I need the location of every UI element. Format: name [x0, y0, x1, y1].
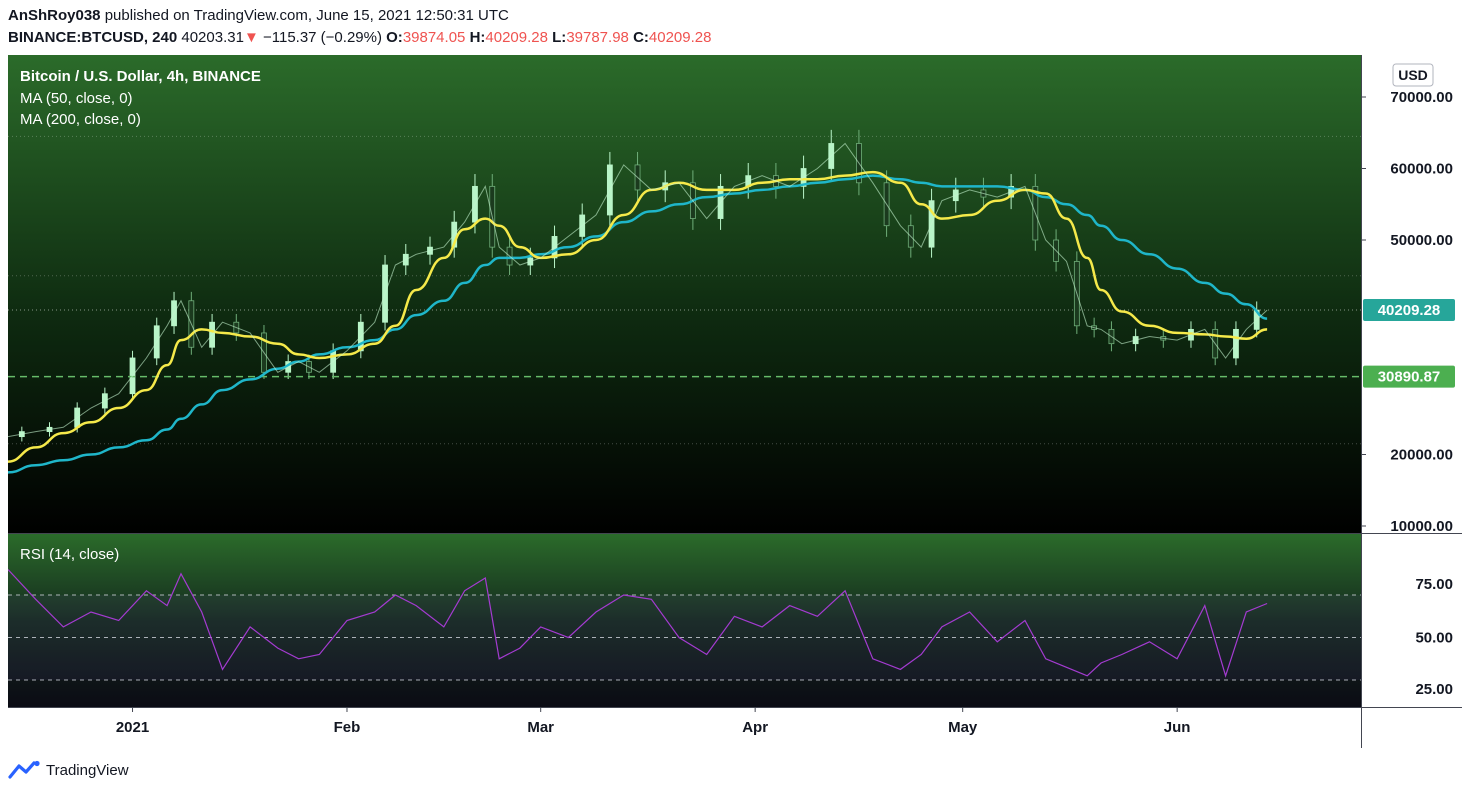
- currency-button[interactable]: [1392, 63, 1434, 87]
- support-price-badge: [1363, 365, 1455, 388]
- price-axis-label: 70000.00: [1390, 89, 1453, 106]
- tradingview-brand: TradingView: [46, 761, 129, 779]
- rsi-line: [8, 569, 1268, 678]
- main-pane: [8, 55, 1361, 533]
- time-axis-label: Apr: [742, 719, 768, 736]
- low-label: L:: [552, 29, 567, 46]
- close-value: 40209.28: [648, 29, 712, 46]
- price-axis-label: 50000.00: [1390, 232, 1453, 249]
- time-axis-label: Mar: [527, 719, 554, 736]
- interval: 240: [152, 29, 178, 46]
- rsi-pane: [8, 534, 1361, 707]
- low-value: 39787.98: [566, 29, 629, 46]
- time-axis-label: Jun: [1164, 719, 1191, 736]
- rsi-axis-label: 25.00: [1415, 681, 1453, 698]
- support-price-badge-label: 30890.87: [1378, 369, 1441, 386]
- price-axis-label: 10000.00: [1390, 518, 1453, 535]
- down-arrow-icon: ▼: [243, 29, 259, 46]
- currency-label: USD: [1398, 67, 1428, 83]
- chart-title: Bitcoin / U.S. Dollar, 4h, BINANCE: [20, 68, 261, 85]
- time-axis-label: May: [948, 719, 978, 736]
- symbol-name[interactable]: BINANCE:BTCUSD,: [8, 29, 148, 46]
- publisher-name[interactable]: AnShRoy038: [8, 7, 101, 24]
- time-axis-label: Feb: [334, 719, 361, 736]
- ma50-line: [8, 170, 1268, 463]
- ma50-legend[interactable]: MA (50, close, 0): [20, 90, 133, 107]
- high-label: H:: [469, 29, 486, 46]
- time-axis-label: 2021: [116, 719, 149, 736]
- open-value: 39874.05: [402, 29, 466, 46]
- ma200-legend[interactable]: MA (200, close, 0): [20, 111, 141, 128]
- rsi-axis-label: 50.00: [1415, 630, 1453, 647]
- symbol-ohlc-bar: BINANCE:BTCUSD, 240 40203.31▼ −115.37 (−…: [8, 29, 711, 46]
- time-axis: [8, 707, 1361, 748]
- last-price-badge-label: 40209.28: [1378, 302, 1441, 319]
- rsi-legend[interactable]: RSI (14, close): [20, 546, 119, 563]
- price-axis: [1361, 55, 1462, 748]
- price-close-line: [8, 142, 1268, 438]
- price-chart[interactable]: 70000.00 60000.00 50000.00 20000.00 10000.00…: [8, 55, 1462, 748]
- price-change: −115.37 (−0.29%): [262, 29, 382, 46]
- rsi-axis-label: 75.00: [1415, 576, 1453, 593]
- tradingview-logo-icon: [8, 760, 40, 779]
- published-text: published on TradingView.com, June 15, 2…: [104, 7, 509, 24]
- last-price: 40203.31: [181, 29, 244, 46]
- open-label: O:: [386, 29, 403, 46]
- publish-info: AnShRoy038 published on TradingView.com,…: [8, 7, 509, 24]
- close-label: C:: [633, 29, 649, 46]
- tradingview-footer[interactable]: TradingView: [8, 760, 129, 780]
- last-price-badge: [1363, 299, 1455, 322]
- high-value: 40209.28: [485, 29, 548, 46]
- ma200-line: [8, 174, 1268, 474]
- price-axis-label: 20000.00: [1390, 447, 1453, 464]
- price-axis-label: 60000.00: [1390, 161, 1453, 178]
